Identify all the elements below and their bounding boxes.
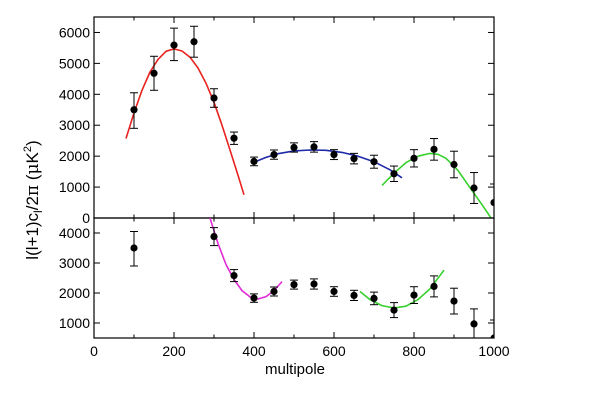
x-tick-label: 0 (90, 343, 98, 359)
y-tick-label: 2000 (59, 285, 90, 301)
bottom-panel: 1000 2000 3000 4000 (59, 217, 495, 339)
y-tick-label: 1000 (59, 315, 90, 331)
top-panel: 0 1000 2000 3000 4000 5000 6000 (59, 16, 495, 226)
x-tick-label: 200 (162, 343, 186, 359)
y-tick-label: 2000 (59, 148, 90, 164)
y-tick-label: 3000 (59, 255, 90, 271)
data-point (470, 320, 478, 328)
data-points (130, 227, 494, 338)
y-tick-label: 4000 (59, 86, 90, 102)
data-point (250, 157, 258, 166)
data-point (410, 154, 418, 162)
fit-curve (381, 152, 492, 218)
data-point (350, 155, 358, 163)
fit-curves (209, 218, 445, 309)
x-tick-label: 600 (322, 343, 346, 359)
data-point (290, 281, 298, 289)
data-point (370, 294, 378, 302)
fit-curve (209, 218, 283, 300)
data-point (390, 170, 398, 178)
data-point (270, 287, 278, 296)
data-point (230, 134, 238, 142)
data-point (310, 280, 318, 288)
x-axis-ticklabels: 0 200 400 600 800 1000 (90, 343, 510, 359)
x-tick-label: 800 (402, 343, 426, 359)
data-point (290, 143, 298, 152)
x-axis-title: multipole (265, 361, 325, 378)
data-point (250, 294, 258, 302)
data-point (230, 272, 238, 280)
data-point (430, 145, 438, 153)
y-tick-label: 5000 (59, 55, 90, 71)
data-point (450, 160, 458, 169)
fit-curves (125, 48, 492, 218)
data-point (430, 282, 438, 290)
data-point (130, 106, 138, 114)
data-point (330, 287, 338, 296)
panel-frame (93, 16, 495, 219)
data-point (470, 184, 478, 192)
data-point (150, 69, 158, 77)
data-point (310, 143, 318, 151)
data-point (190, 38, 198, 46)
data-point (410, 291, 418, 299)
y-tick-label: 0 (82, 210, 90, 226)
data-point (270, 151, 278, 159)
data-point (170, 41, 178, 49)
fit-curve (125, 48, 245, 196)
data-point (490, 198, 494, 207)
data-point (490, 334, 494, 338)
data-point (350, 291, 358, 299)
data-points (130, 25, 494, 218)
y-tick-label: 3000 (59, 117, 90, 133)
x-tick-label: 400 (242, 343, 266, 359)
data-point (370, 158, 378, 166)
data-point (450, 297, 458, 305)
svg-text:l(l+1)cl/2π (μK2): l(l+1)cl/2π (μK2) (22, 140, 45, 259)
data-point (210, 233, 218, 241)
y-axis-title: l(l+1)cl/2π (μK2) (22, 140, 45, 259)
x-tick-label: 1000 (478, 343, 509, 359)
y-tick-label: 6000 (59, 24, 90, 40)
data-point (210, 94, 218, 102)
y-tick-label: 4000 (59, 225, 90, 241)
data-point (390, 306, 398, 314)
data-point (130, 244, 138, 252)
data-point (330, 151, 338, 159)
y-tick-label: 1000 (59, 179, 90, 195)
